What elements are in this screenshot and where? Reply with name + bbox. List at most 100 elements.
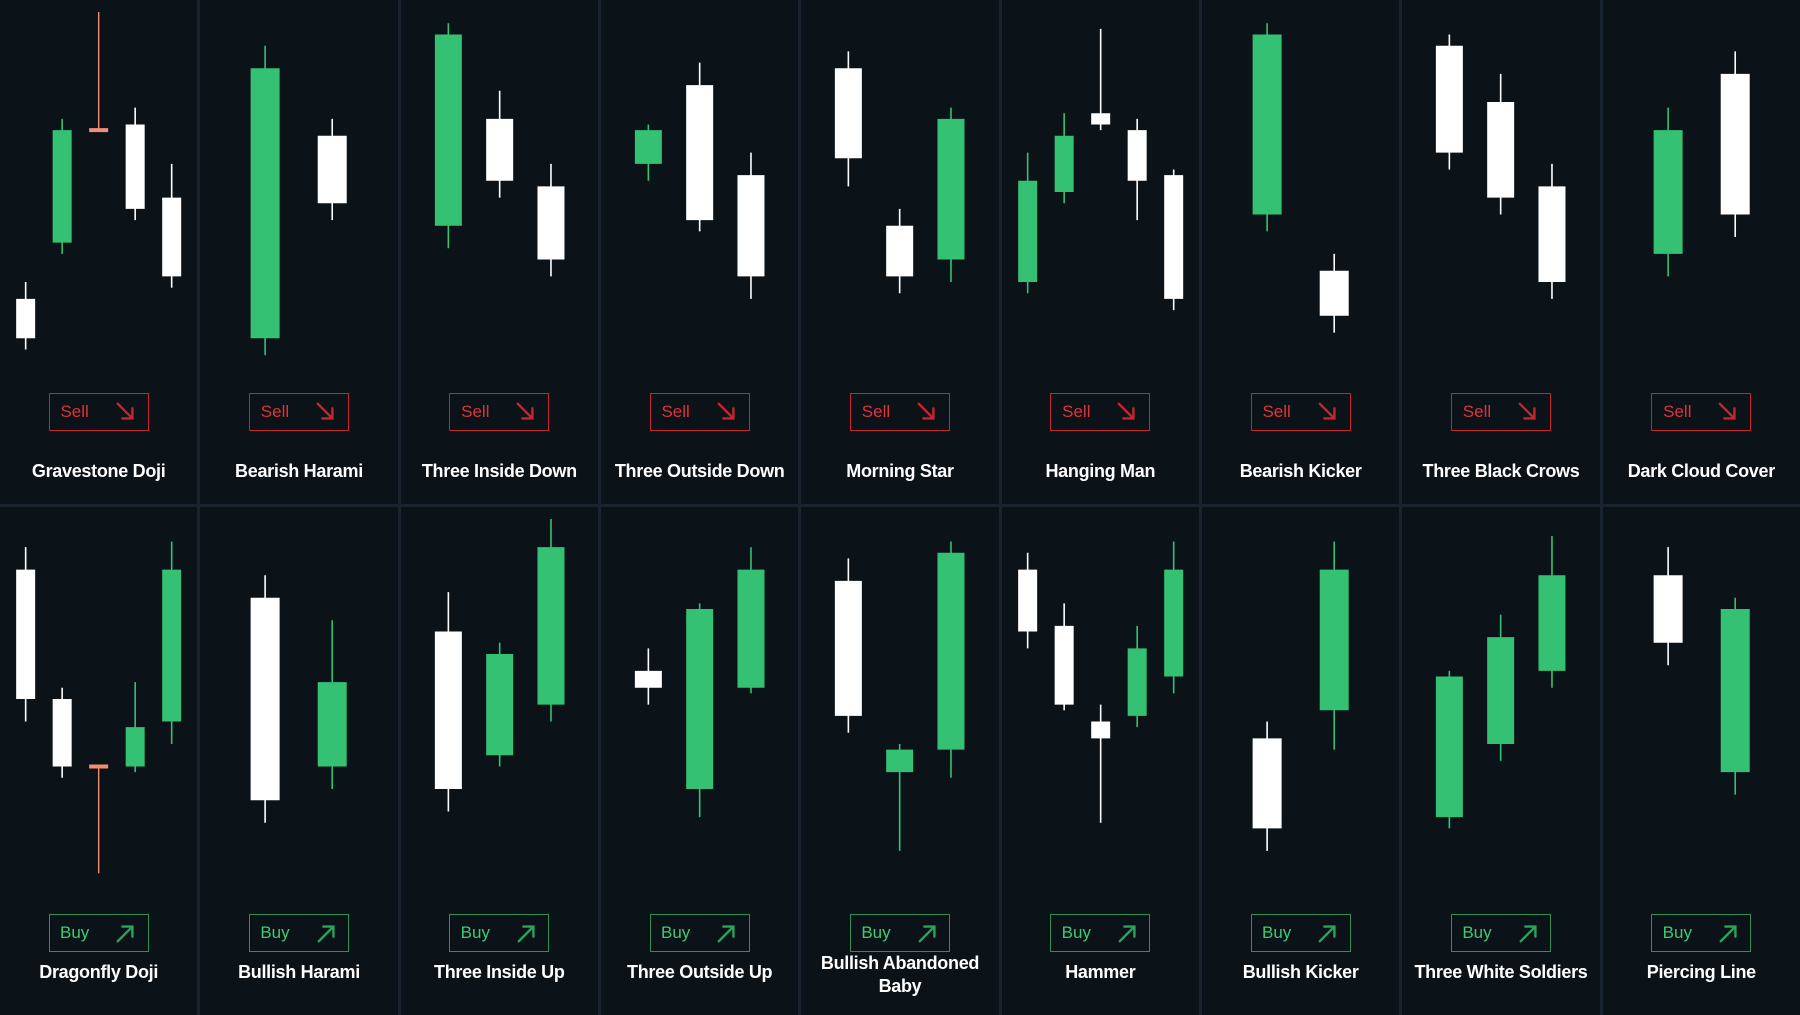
candle-body bbox=[1163, 569, 1183, 677]
pattern-name: Bullish Abandoned Baby bbox=[820, 953, 980, 996]
sell-button[interactable]: Sell bbox=[849, 393, 950, 431]
candle-body bbox=[886, 749, 914, 773]
candlestick-chart bbox=[16, 12, 182, 350]
candle-body bbox=[434, 631, 462, 789]
sell-button[interactable]: Sell bbox=[449, 393, 550, 431]
buy-button[interactable]: Buy bbox=[1050, 914, 1151, 952]
candle-3 bbox=[1090, 704, 1110, 823]
candle-2 bbox=[1720, 597, 1750, 795]
candlestick-chart bbox=[434, 23, 565, 277]
pattern-card-dark-cloud-cover: Sell Dark Cloud Cover bbox=[1602, 0, 1800, 504]
candle-body bbox=[537, 547, 565, 705]
candle-body bbox=[937, 118, 965, 260]
pattern-name: Bearish Harami bbox=[235, 461, 363, 481]
candle-body bbox=[1538, 575, 1566, 671]
pattern-name: Bullish Kicker bbox=[1242, 962, 1359, 982]
candle-body bbox=[16, 298, 36, 339]
buy-button[interactable]: Buy bbox=[48, 914, 149, 952]
pattern-name: Morning Star bbox=[846, 461, 954, 481]
candle-body bbox=[1127, 130, 1147, 181]
arrow-up-right-icon bbox=[918, 925, 936, 943]
candle-body bbox=[1487, 637, 1515, 744]
pattern-name: Bearish Kicker bbox=[1239, 461, 1362, 481]
signal-label: Sell bbox=[1462, 402, 1492, 421]
arrow-up-right-icon bbox=[1118, 925, 1136, 943]
buy-button[interactable]: Buy bbox=[248, 914, 349, 952]
signal-label: Sell bbox=[1262, 402, 1291, 421]
candle-body bbox=[89, 128, 109, 133]
arrow-up-right-icon bbox=[1719, 925, 1737, 943]
arrow-down-right-icon bbox=[917, 402, 935, 420]
pattern-name: Three White Soldiers bbox=[1414, 962, 1588, 982]
candlestick-chart bbox=[434, 519, 565, 812]
candle-body bbox=[162, 569, 182, 722]
sell-button[interactable]: Sell bbox=[48, 393, 149, 431]
candle-body bbox=[89, 764, 109, 769]
candle-3 bbox=[937, 107, 965, 282]
arrow-up-right-icon bbox=[717, 925, 735, 943]
pattern-name: Bullish Harami bbox=[238, 962, 360, 982]
arrow-up-right-icon bbox=[317, 925, 335, 943]
pattern-name: Gravestone Doji bbox=[31, 461, 166, 481]
candle-body bbox=[634, 130, 662, 164]
candle-body bbox=[1653, 575, 1683, 643]
candle-body bbox=[318, 135, 348, 204]
sell-button[interactable]: Sell bbox=[1050, 393, 1151, 431]
buy-button[interactable]: Buy bbox=[449, 914, 550, 952]
sell-button[interactable]: Sell bbox=[1250, 393, 1351, 431]
signal-label: Buy bbox=[60, 923, 90, 942]
candle-2 bbox=[686, 603, 714, 818]
candlestick-chart bbox=[1252, 541, 1349, 851]
pattern-card-three-inside-up: Buy Three Inside Up bbox=[400, 507, 598, 1015]
candlestick-chart bbox=[1017, 28, 1183, 311]
candle-1 bbox=[16, 547, 36, 722]
candle-body bbox=[318, 682, 348, 767]
candle-5 bbox=[1163, 169, 1183, 311]
candle-body bbox=[1653, 130, 1683, 254]
candle-2 bbox=[1319, 541, 1349, 750]
pattern-name: Three Outside Down bbox=[614, 461, 785, 481]
candle-body bbox=[434, 34, 462, 226]
candle-body bbox=[1090, 113, 1110, 125]
buy-button[interactable]: Buy bbox=[649, 914, 750, 952]
candle-5 bbox=[162, 163, 182, 288]
signal-label: Sell bbox=[861, 402, 891, 421]
buy-button[interactable]: Buy bbox=[849, 914, 950, 952]
sell-button[interactable]: Sell bbox=[649, 393, 750, 431]
candlestick-chart bbox=[634, 62, 765, 299]
candle-1 bbox=[835, 558, 863, 733]
candle-2 bbox=[886, 744, 914, 851]
candle-body bbox=[1720, 73, 1750, 215]
candle-2 bbox=[1720, 51, 1750, 237]
candle-3 bbox=[537, 163, 565, 277]
pattern-card-bullish-kicker: Buy Bullish Kicker bbox=[1201, 507, 1400, 1015]
candle-4 bbox=[1127, 118, 1147, 221]
candle-body bbox=[52, 130, 72, 243]
candle-body bbox=[686, 609, 714, 789]
arrow-down-right-icon bbox=[1518, 402, 1536, 420]
candle-body bbox=[1090, 721, 1110, 739]
signal-label: Buy bbox=[1262, 923, 1292, 942]
sell-button[interactable]: Sell bbox=[248, 393, 349, 431]
candle-2 bbox=[686, 62, 714, 232]
signal-label: Sell bbox=[260, 402, 290, 421]
pattern-card-three-outside-up: Buy Three Outside Up bbox=[600, 507, 799, 1015]
buy-button[interactable]: Buy bbox=[1651, 914, 1752, 952]
candle-1 bbox=[16, 282, 36, 350]
buy-button[interactable]: Buy bbox=[1450, 914, 1551, 952]
candle-2 bbox=[52, 118, 72, 254]
pattern-card-three-white-soldiers: Buy Three White Soldiers bbox=[1402, 507, 1600, 1015]
sell-button[interactable]: Sell bbox=[1651, 393, 1752, 431]
candle-2 bbox=[1487, 73, 1515, 215]
candle-body bbox=[485, 654, 513, 756]
candlestick-chart bbox=[1653, 51, 1750, 277]
pattern-name: Hanging Man bbox=[1045, 461, 1156, 481]
candle-body bbox=[737, 175, 765, 277]
arrow-down-right-icon bbox=[1318, 402, 1336, 420]
signal-label: Buy bbox=[1662, 923, 1692, 942]
candle-2 bbox=[485, 642, 513, 767]
sell-button[interactable]: Sell bbox=[1450, 393, 1551, 431]
candle-3 bbox=[537, 519, 565, 722]
pattern-card-bullish-harami: Buy Bullish Harami bbox=[200, 507, 398, 1015]
buy-button[interactable]: Buy bbox=[1250, 914, 1351, 952]
